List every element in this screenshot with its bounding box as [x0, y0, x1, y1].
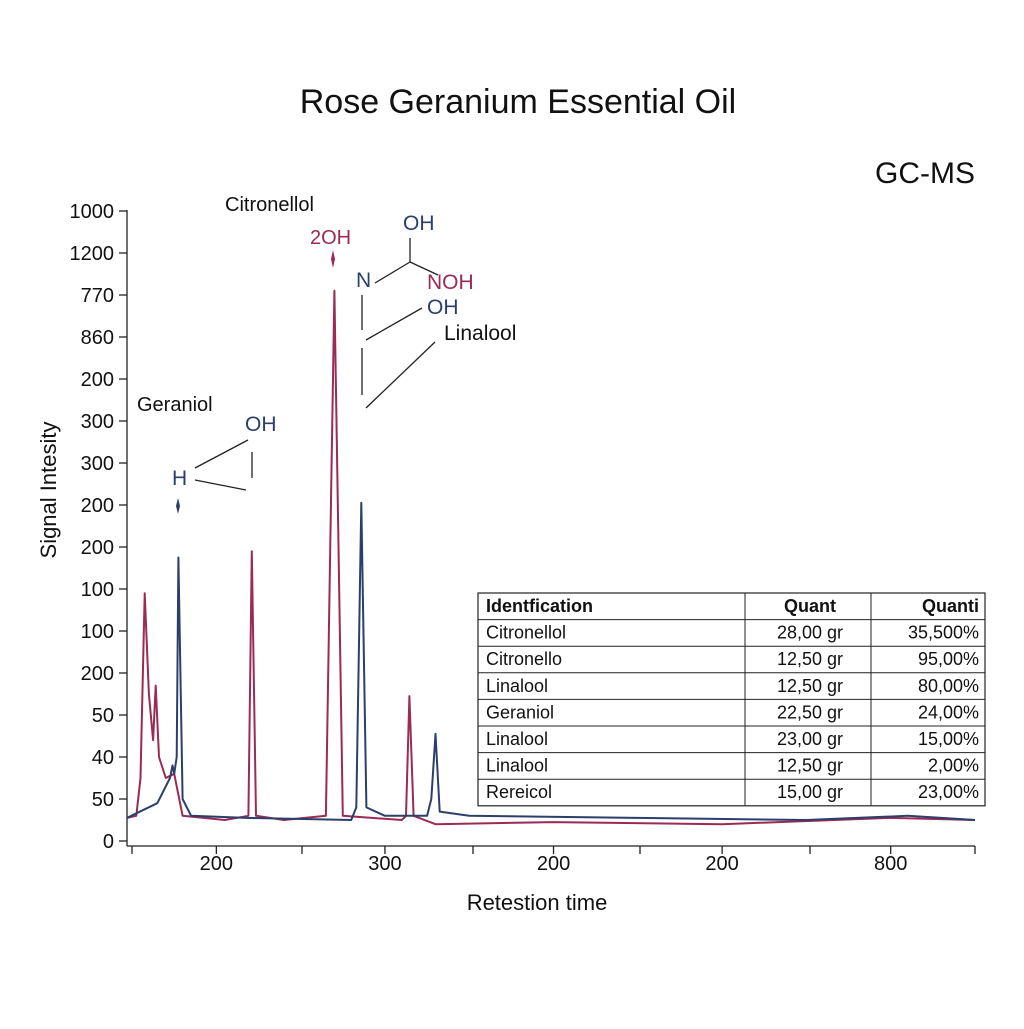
table-cell: 95,00% [918, 649, 979, 669]
x-tick-label: 200 [537, 853, 570, 875]
annotation: OH [403, 212, 435, 235]
marker [176, 498, 180, 514]
chart-title: Rose Geranium Essential Oil [300, 83, 737, 121]
table-cell: Geraniol [486, 702, 554, 722]
table-cell: 15,00% [918, 729, 979, 749]
table-cell: Linalool [486, 756, 548, 776]
y-axis-label: Signal Intesity [36, 422, 61, 559]
table-cell: 35,500% [908, 623, 979, 643]
table-cell: 24,00% [918, 702, 979, 722]
table-cell: Linalool [486, 676, 548, 696]
chart-subtitle: GC-MS [875, 157, 975, 190]
series-line [126, 501, 976, 821]
marker [331, 250, 335, 268]
table-cell: 28,00 gr [777, 623, 843, 643]
table-header: Quanti [922, 596, 979, 616]
table-cell: 22,50 gr [777, 702, 843, 722]
table-cell: 12,50 gr [777, 649, 843, 669]
y-tick-label: 50 [92, 789, 114, 811]
table-header: Quant [784, 596, 836, 616]
arrow [365, 307, 423, 341]
x-axis-label: Retestion time [467, 890, 608, 915]
y-tick-label: 1200 [70, 243, 115, 265]
table: Identfication Quant Quanti Citronellol 28,00… [477, 592, 986, 807]
arrow [365, 341, 436, 409]
y-tick-label: 100 [81, 621, 114, 643]
y-tick-label: 770 [81, 285, 114, 307]
y-tick-label: 860 [81, 327, 114, 349]
y-tick-label: 200 [81, 369, 114, 391]
y-tick-label: 200 [81, 663, 114, 685]
table-cell: 2,00% [928, 756, 979, 776]
table-cell: Citronellol [486, 623, 566, 643]
annotation: NOH [427, 271, 474, 294]
bond [194, 439, 249, 469]
annotation: OH [427, 296, 459, 319]
annotation: Citronellol [225, 194, 314, 216]
x-tick-label: 200 [705, 853, 738, 875]
x-tick-label: 300 [368, 853, 401, 875]
y-tick-label: 100 [81, 579, 114, 601]
table-cell: 23,00% [918, 782, 979, 802]
y-tick-label: 300 [81, 411, 114, 433]
y-tick-label: 200 [81, 495, 114, 517]
y-tick-label: 40 [92, 747, 114, 769]
table-header: Identfication [486, 596, 593, 616]
decoration [126, 210, 976, 854]
bond [409, 261, 439, 276]
y-tick-label: 300 [81, 453, 114, 475]
y-tick-label: 50 [92, 705, 114, 727]
annotation: OH [245, 413, 277, 436]
table-cell: 23,00 gr [777, 729, 843, 749]
arrow [194, 479, 247, 491]
annotation: 2OH [310, 227, 351, 249]
series-line [126, 289, 976, 826]
table-cell: Linalool [486, 729, 548, 749]
table-cell: 12,50 gr [777, 756, 843, 776]
annotation: Geraniol [137, 394, 213, 416]
table-cell: Citronello [486, 649, 562, 669]
plot-area: 0 50 40 50 200 100 100 200 200 300 300 200 860 770 120… [70, 194, 976, 875]
annotation: N [356, 269, 371, 292]
annotation: H [172, 467, 187, 490]
y-tick-label: 0 [103, 831, 114, 853]
y-tick-label: 200 [81, 537, 114, 559]
bond [374, 261, 411, 284]
table-cell: Rereicol [486, 782, 552, 802]
y-tick-label: 1000 [70, 201, 115, 223]
table-cell: 12,50 gr [777, 676, 843, 696]
x-tick-label: 200 [200, 853, 233, 875]
table-cell: 80,00% [918, 676, 979, 696]
annotation: Linalool [444, 322, 516, 345]
table-cell: 15,00 gr [777, 782, 843, 802]
x-tick-label: 800 [874, 853, 907, 875]
